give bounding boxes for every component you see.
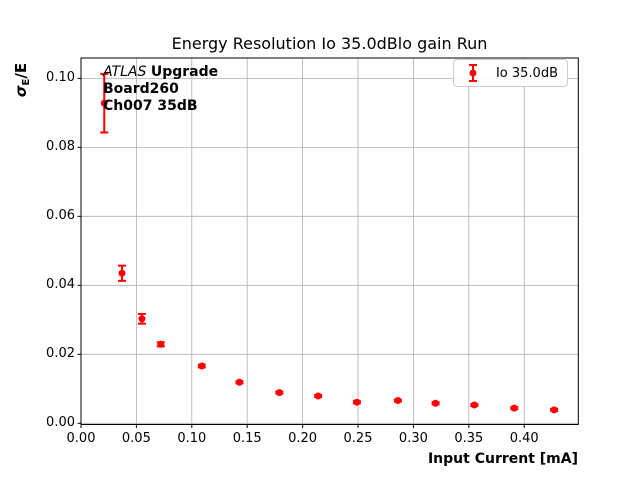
y-tick-label: 0.08 [46, 139, 75, 155]
y-tick-label: 0.04 [46, 277, 75, 293]
data-point [198, 362, 206, 370]
y-label-rest: /E [12, 62, 30, 79]
y-tick-label: 0.06 [46, 208, 75, 224]
data-point [100, 99, 108, 107]
y-axis-label: σE/E [12, 57, 32, 103]
annotation-line-3: Ch007 35dB [103, 98, 198, 114]
y-tick-label: 0.02 [46, 346, 75, 362]
x-tick-label: 0.10 [177, 431, 207, 446]
x-tick-label: 0.35 [454, 431, 484, 446]
annotation-atlas: ATLAS [103, 64, 147, 80]
data-point [394, 397, 402, 405]
data-point [157, 340, 165, 348]
y-tick-label: 0.00 [46, 415, 75, 431]
y-label-sigma: σ [12, 85, 30, 98]
annotation-upgrade: Upgrade [150, 64, 219, 80]
data-point [470, 401, 478, 409]
data-point [550, 406, 558, 414]
legend-label: Io 35.0dB [495, 65, 558, 81]
x-axis-label: Input Current [mA] [427, 451, 578, 467]
y-tick-label: 0.10 [46, 70, 75, 86]
x-tick-label: 0.15 [232, 431, 262, 446]
annotation-line-2: Board260 [103, 81, 179, 97]
chart-title: Energy Resolution Io 35.0dBlo gain Run [171, 34, 488, 53]
annotation-block: ATLAS Upgrade Board260 Ch007 35dB [103, 64, 218, 115]
x-tick-label: 0.40 [509, 431, 539, 446]
x-tick-label: 0.25 [343, 431, 373, 446]
x-tick-label: 0.05 [121, 431, 151, 446]
data-point [353, 398, 361, 406]
y-label-subscript: E [21, 78, 32, 86]
axes-spines [80, 57, 579, 425]
data-point [432, 399, 440, 407]
x-tick-label: 0.30 [398, 431, 428, 446]
data-point [235, 378, 243, 386]
legend-box: Io 35.0dB [453, 59, 568, 87]
legend-errorbar-marker [469, 64, 477, 82]
x-tick-label: 0.20 [288, 431, 318, 446]
data-point [314, 392, 322, 400]
data-point [118, 269, 126, 277]
annotation-line-1: ATLAS Upgrade [103, 64, 218, 81]
data-point [275, 389, 283, 397]
data-point [138, 315, 146, 323]
x-tick-label: 0.00 [66, 431, 96, 446]
data-point [510, 404, 518, 412]
